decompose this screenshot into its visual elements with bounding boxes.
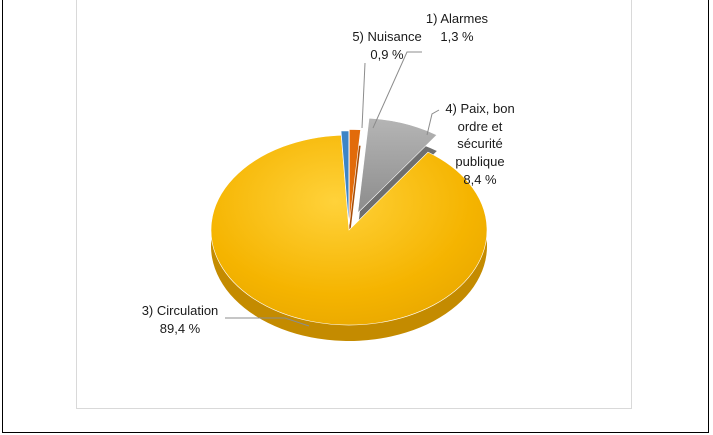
label-alarmes-value: 1,3 % [440,29,474,44]
slice-circulation [210,134,488,326]
chart-area: 1) Alarmes 1,3 % 5) Nuisance 0,9 % 4) Pa… [76,0,632,409]
label-paix-line4: publique [455,154,504,169]
label-alarmes-name: 1) Alarmes [426,11,489,26]
label-nuisance-value: 0,9 % [370,47,404,62]
label-circulation-value: 89,4 % [160,321,201,336]
label-paix-line1: 4) Paix, bon [445,101,514,116]
slice-alarmes [349,129,361,225]
label-circulation-name: 3) Circulation [142,303,219,318]
leader-alarmes [372,51,422,129]
leader-circulation [225,317,310,327]
label-paix-value: 8,4 % [463,172,497,187]
pie-chart: 1) Alarmes 1,3 % 5) Nuisance 0,9 % 4) Pa… [142,11,515,342]
label-nuisance-name: 5) Nuisance [352,29,421,44]
label-paix-line2: ordre et [458,119,503,134]
label-paix-line3: sécurité [457,136,503,151]
leader-nuisance [361,62,366,129]
slice-nuisance [340,130,350,226]
leader-paix [426,109,440,136]
slice-paix [357,117,438,214]
